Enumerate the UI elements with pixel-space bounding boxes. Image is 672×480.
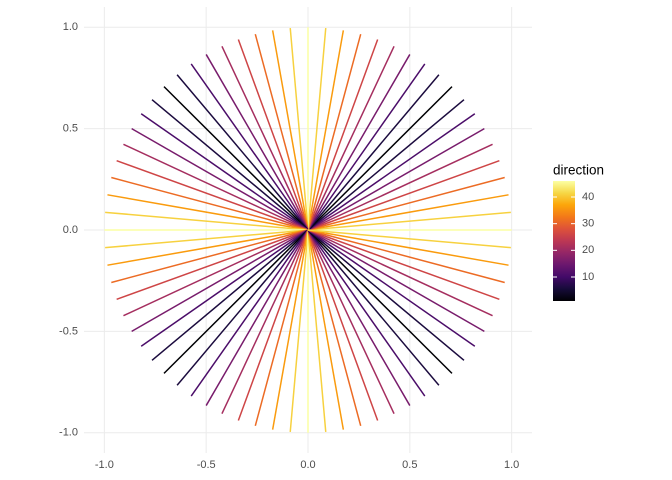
segment bbox=[307, 229, 511, 249]
segment bbox=[205, 229, 309, 406]
segment bbox=[307, 45, 395, 231]
segment bbox=[140, 229, 309, 347]
segment bbox=[221, 229, 309, 415]
segment bbox=[111, 176, 309, 231]
segment bbox=[307, 229, 476, 347]
segment bbox=[307, 113, 476, 231]
segment bbox=[163, 86, 309, 231]
segment bbox=[237, 229, 309, 421]
segment bbox=[307, 30, 345, 231]
segment bbox=[140, 113, 309, 231]
legend-label: 40 bbox=[582, 191, 594, 203]
segment bbox=[307, 229, 345, 430]
segment bbox=[151, 99, 309, 231]
segment bbox=[307, 229, 493, 317]
segment bbox=[221, 45, 309, 231]
segment bbox=[289, 27, 309, 231]
segment bbox=[107, 194, 309, 231]
segment bbox=[176, 74, 309, 231]
segment bbox=[176, 229, 309, 386]
legend-title: direction bbox=[553, 163, 604, 178]
segment bbox=[307, 229, 453, 374]
segment bbox=[190, 229, 309, 397]
segment bbox=[116, 159, 309, 231]
segment bbox=[307, 127, 485, 231]
segment bbox=[307, 229, 411, 406]
y-tick-label: -0.5 bbox=[59, 325, 78, 337]
legend-label: 30 bbox=[582, 218, 594, 230]
segment bbox=[307, 229, 505, 284]
segment bbox=[237, 39, 309, 231]
segment bbox=[307, 74, 440, 231]
segment bbox=[131, 127, 309, 231]
segment bbox=[271, 30, 309, 231]
segment bbox=[105, 211, 309, 231]
segment bbox=[307, 229, 362, 427]
segment bbox=[205, 54, 309, 231]
legend-label: 10 bbox=[582, 271, 594, 283]
segment bbox=[307, 99, 465, 231]
segment bbox=[123, 229, 309, 317]
segment bbox=[307, 229, 500, 301]
y-tick-label: -1.0 bbox=[59, 427, 78, 439]
y-tick-label: 1.0 bbox=[63, 21, 78, 33]
segment bbox=[307, 211, 511, 231]
segment bbox=[307, 33, 362, 231]
segment bbox=[307, 229, 395, 415]
x-tick-label: 0.5 bbox=[402, 459, 417, 471]
segment bbox=[307, 229, 327, 433]
colorbar bbox=[553, 181, 575, 301]
segment bbox=[111, 229, 309, 284]
segment bbox=[107, 229, 309, 266]
segment bbox=[307, 229, 485, 333]
y-tick-label: 0.5 bbox=[63, 123, 78, 135]
segment bbox=[307, 159, 500, 231]
x-tick-label: -0.5 bbox=[197, 459, 216, 471]
segment bbox=[307, 176, 505, 231]
x-tick-label: 0.0 bbox=[300, 459, 315, 471]
segment bbox=[307, 54, 411, 231]
segment bbox=[116, 229, 309, 301]
segment bbox=[289, 229, 309, 433]
segment bbox=[307, 194, 509, 231]
segment bbox=[307, 229, 509, 266]
x-tick-label: 1.0 bbox=[504, 459, 519, 471]
segment bbox=[307, 143, 493, 231]
segment bbox=[123, 143, 309, 231]
segment bbox=[307, 229, 465, 361]
segment bbox=[307, 86, 453, 231]
segment bbox=[105, 229, 309, 249]
segment bbox=[271, 229, 309, 430]
segment bbox=[151, 229, 309, 361]
segment bbox=[254, 33, 309, 231]
segment bbox=[163, 229, 309, 374]
segment bbox=[307, 229, 379, 421]
segment bbox=[131, 229, 309, 333]
y-tick-label: 0.0 bbox=[63, 224, 78, 236]
legend-label: 20 bbox=[582, 244, 594, 256]
segment bbox=[190, 63, 309, 231]
segment bbox=[254, 229, 309, 427]
segment bbox=[307, 229, 426, 397]
x-tick-label: -1.0 bbox=[95, 459, 114, 471]
segment bbox=[307, 229, 440, 386]
segment bbox=[307, 63, 426, 231]
segment bbox=[307, 27, 327, 231]
segment bbox=[307, 39, 379, 231]
